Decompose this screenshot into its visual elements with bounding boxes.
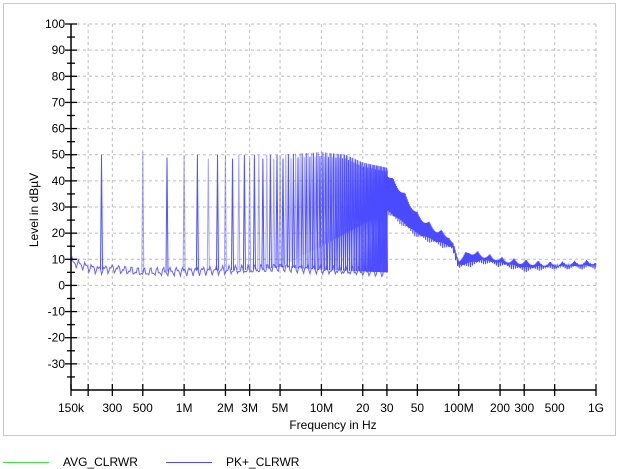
y-tick-label: 70: [52, 95, 66, 109]
harmonic-peak: [248, 158, 252, 270]
x-tick-label: 1M: [176, 401, 193, 415]
band-trace: [386, 176, 597, 273]
harmonic-peak: [300, 153, 304, 269]
harmonic-peak: [272, 158, 276, 268]
harmonic-peak: [257, 154, 261, 269]
legend-label-pk: PK+_CLRWR: [226, 455, 300, 469]
harmonic-peak: [294, 153, 298, 260]
y-tick-label: 100: [45, 17, 65, 31]
harmonic-peak: [100, 154, 103, 270]
harmonic-peak: [281, 158, 285, 268]
harmonic-peak: [275, 154, 279, 268]
x-tick-label: 100M: [444, 401, 474, 415]
harmonic-peak: [284, 154, 288, 265]
harmonic-peak: [165, 157, 169, 272]
x-tick-label: 500: [133, 401, 153, 415]
harmonic-peak: [231, 158, 234, 271]
y-tick-label: 30: [52, 200, 66, 214]
y-tick-label: 50: [52, 148, 66, 162]
harmonic-peak: [338, 154, 342, 271]
y-tick-label: -20: [48, 331, 66, 345]
x-tick-label: 1G: [588, 401, 604, 415]
harmonic-peak: [289, 157, 293, 262]
y-tick-label: 90: [52, 43, 66, 57]
legend-swatch-pk: [166, 461, 212, 463]
harmonic-peak: [206, 158, 210, 271]
harmonic-peak: [343, 154, 347, 271]
harmonic-peak: [268, 154, 272, 268]
x-tick-label: 20: [356, 401, 370, 415]
x-tick-label: 150k: [58, 401, 85, 415]
x-tick-label: 2M: [217, 401, 234, 415]
harmonic-peak: [261, 158, 265, 269]
harmonic-peak: [195, 154, 199, 271]
harmonic-peak: [298, 153, 302, 258]
harmonic-peak: [252, 154, 256, 270]
harmonic-peak: [347, 159, 350, 271]
x-tick-label: 500: [545, 401, 565, 415]
y-tick-label: -30: [48, 357, 66, 371]
x-tick-label: 300: [102, 401, 122, 415]
harmonic-peak: [291, 153, 295, 268]
legend-swatch-avg: [3, 461, 49, 463]
y-axis-title-wrap: Level in dBµV: [27, 173, 41, 247]
harmonic-peak: [141, 152, 145, 273]
harmonic-peak: [216, 154, 219, 271]
chart-frame: [3, 3, 616, 436]
legend-label-avg: AVG_CLRWR: [63, 455, 138, 469]
x-axis-title: Frequency in Hz: [289, 418, 377, 432]
y-tick-label: -10: [48, 305, 66, 319]
harmonic-peak: [296, 157, 300, 269]
harmonic-peak: [345, 155, 349, 271]
x-tick-label: 10M: [310, 401, 333, 415]
harmonic-peak: [265, 154, 269, 269]
x-tick-label: 200: [490, 401, 510, 415]
legend-item-pk: PK+_CLRWR: [166, 455, 299, 469]
x-axis-title-wrap: Frequency in Hz: [289, 418, 376, 432]
harmonic-peak: [286, 154, 290, 268]
harmonic-peak: [242, 154, 246, 270]
y-tick-label: 80: [52, 69, 66, 83]
harmonic-peak: [336, 153, 340, 271]
harmonic-peak: [237, 154, 241, 270]
harmonic-peak: [182, 154, 186, 272]
y-tick-label: 10: [52, 252, 66, 266]
harmonic-peak: [306, 152, 310, 253]
x-tick-label: 3M: [241, 401, 258, 415]
harmonic-peak: [223, 154, 227, 271]
harmonic-peak: [341, 158, 344, 271]
x-tick-label: 5M: [272, 401, 289, 415]
y-axis-title: Level in dBµV: [27, 172, 41, 248]
x-tick-label: 300: [514, 401, 534, 415]
harmonic-peak: [278, 154, 282, 268]
x-tick-label: 50: [411, 401, 425, 415]
x-tick-label: 30: [380, 401, 394, 415]
y-tick-label: 20: [52, 226, 66, 240]
y-tick-label: 40: [52, 174, 66, 188]
y-tick-label: 0: [58, 278, 65, 292]
legend-item-avg: AVG_CLRWR: [3, 455, 138, 469]
y-tick-label: 60: [52, 122, 66, 136]
harmonic-peak: [302, 157, 306, 255]
